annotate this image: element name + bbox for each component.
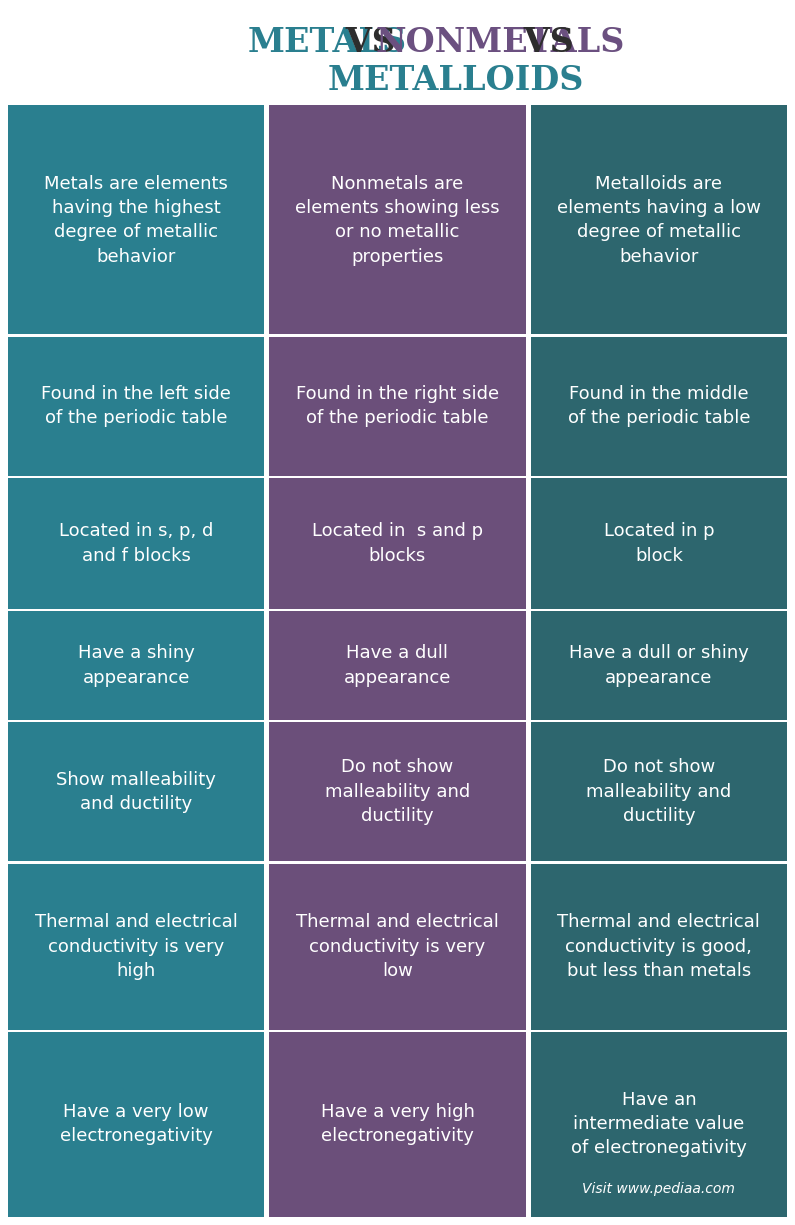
Text: Located in p
block: Located in p block	[603, 522, 714, 565]
Text: Have an
intermediate value
of electronegativity: Have an intermediate value of electroneg…	[571, 1090, 747, 1158]
Text: Have a very high
electronegativity: Have a very high electronegativity	[320, 1102, 475, 1145]
Bar	[270, 105, 525, 1216]
Text: Do not show
malleability and
ductility: Do not show malleability and ductility	[586, 758, 731, 824]
Text: VS: VS	[513, 26, 574, 59]
Text: Located in  s and p
blocks: Located in s and p blocks	[312, 522, 483, 565]
Text: Visit www.pediaa.com: Visit www.pediaa.com	[583, 1182, 735, 1196]
Bar	[8, 1030, 787, 1033]
Bar	[525, 105, 531, 1216]
Text: Metalloids are
elements having a low
degree of metallic
behavior: Metalloids are elements having a low deg…	[556, 175, 761, 266]
Text: Found in the middle
of the periodic table: Found in the middle of the periodic tabl…	[568, 385, 750, 428]
Text: VS: VS	[333, 26, 407, 59]
Bar	[8, 719, 787, 722]
Text: Nonmetals are
elements showing less
or no metallic
properties: Nonmetals are elements showing less or n…	[295, 175, 500, 266]
Text: Found in the right side
of the periodic table: Found in the right side of the periodic …	[296, 385, 499, 428]
Text: Located in s, p, d
and f blocks: Located in s, p, d and f blocks	[59, 522, 213, 565]
Text: Thermal and electrical
conductivity is very
low: Thermal and electrical conductivity is v…	[296, 914, 499, 980]
Text: Metals are elements
having the highest
degree of metallic
behavior: Metals are elements having the highest d…	[45, 175, 228, 266]
Bar	[8, 609, 787, 611]
Text: METALLOIDS: METALLOIDS	[328, 64, 584, 97]
Text: NONMETALS: NONMETALS	[375, 26, 625, 59]
Text: Thermal and electrical
conductivity is very
high: Thermal and electrical conductivity is v…	[35, 914, 238, 980]
Bar	[8, 334, 787, 337]
Bar	[8, 475, 787, 479]
Text: Have a dull or shiny
appearance: Have a dull or shiny appearance	[569, 644, 749, 686]
Bar	[8, 105, 264, 1216]
Bar	[531, 105, 787, 1216]
Text: METALS: METALS	[247, 26, 406, 59]
Text: Show malleability
and ductility: Show malleability and ductility	[56, 771, 216, 813]
Bar	[264, 105, 270, 1216]
Text: Have a dull
appearance: Have a dull appearance	[343, 644, 452, 686]
Text: Found in the left side
of the periodic table: Found in the left side of the periodic t…	[41, 385, 231, 428]
Text: Have a shiny
appearance: Have a shiny appearance	[78, 644, 195, 686]
Text: Thermal and electrical
conductivity is good,
but less than metals: Thermal and electrical conductivity is g…	[557, 914, 760, 980]
Bar	[8, 861, 787, 864]
Text: Have a very low
electronegativity: Have a very low electronegativity	[60, 1102, 212, 1145]
Text: Do not show
malleability and
ductility: Do not show malleability and ductility	[325, 758, 470, 824]
